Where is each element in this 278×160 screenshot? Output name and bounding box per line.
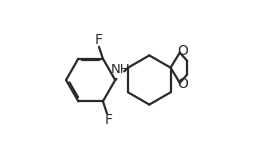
Text: F: F [105,113,113,127]
Text: O: O [177,77,188,91]
Text: F: F [94,33,102,47]
Text: NH: NH [111,63,130,76]
Text: O: O [177,44,188,58]
